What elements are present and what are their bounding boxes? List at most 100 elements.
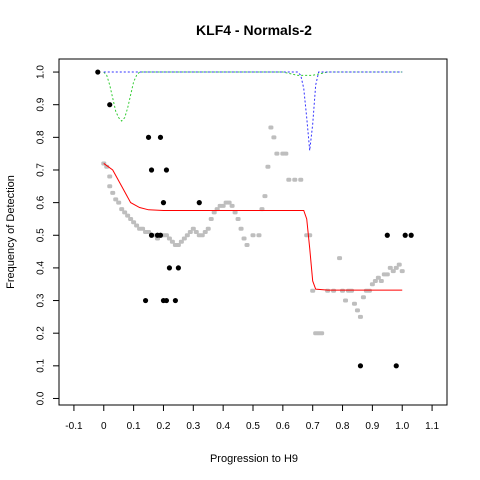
gray-data-point bbox=[202, 230, 208, 234]
gray-data-point bbox=[387, 265, 393, 270]
gray-data-point bbox=[262, 194, 268, 199]
black-data-point bbox=[142, 297, 149, 304]
x-tick-label: 1.0 bbox=[395, 421, 409, 432]
x-axis: -0.1 0 0.1 0.2 0.3 0.4 0.5 0.6 0.7 0.8 0.9 1.0 1.1 bbox=[65, 405, 439, 432]
black-data-point bbox=[160, 200, 167, 206]
gray-data-point bbox=[351, 301, 357, 306]
gray-data-point bbox=[122, 210, 128, 215]
gray-data-point bbox=[134, 223, 140, 228]
gray-data-point bbox=[348, 288, 354, 293]
y-tick-label: 0.2 bbox=[36, 326, 47, 340]
gray-data-point bbox=[238, 226, 244, 231]
black-data-point bbox=[402, 232, 408, 238]
gray-data-point bbox=[340, 288, 346, 293]
y-tick-label: 0.0 bbox=[36, 391, 47, 405]
y-tick-label: 0.8 bbox=[36, 130, 47, 144]
gray-data-point bbox=[337, 256, 343, 261]
black-data-point bbox=[157, 134, 164, 140]
gray-data-point bbox=[208, 216, 214, 221]
gray-data-point bbox=[184, 233, 190, 238]
x-tick-label: 0.4 bbox=[216, 421, 230, 432]
gray-data-point bbox=[331, 288, 337, 293]
x-tick-label: 0.1 bbox=[127, 421, 141, 432]
gray-data-point bbox=[125, 213, 131, 218]
black-data-point bbox=[166, 265, 173, 271]
gray-data-point bbox=[131, 220, 137, 225]
x-tick-label: 0.3 bbox=[186, 421, 200, 432]
gray-data-point bbox=[193, 230, 199, 234]
y-tick-label: 0.6 bbox=[36, 195, 47, 209]
gray-data-point bbox=[250, 233, 256, 238]
y-tick-label: 1.0 bbox=[36, 65, 47, 79]
gray-data-point bbox=[256, 233, 262, 238]
black-data-point bbox=[145, 134, 152, 140]
gray-data-point bbox=[319, 331, 325, 336]
gray-data-point bbox=[110, 190, 116, 195]
gray-data-point bbox=[220, 203, 226, 208]
black-data-point bbox=[107, 102, 113, 108]
y-tick-label: 0.3 bbox=[36, 293, 47, 307]
black-data-point bbox=[148, 232, 155, 238]
green-curve-line bbox=[103, 71, 403, 122]
gray-data-point bbox=[175, 243, 181, 248]
gray-data-point bbox=[169, 239, 175, 244]
gray-data-point bbox=[107, 184, 113, 189]
gray-data-point bbox=[166, 236, 172, 241]
gray-data-point bbox=[146, 230, 152, 234]
gray-data-point bbox=[232, 210, 238, 215]
gray-data-point bbox=[178, 239, 184, 244]
x-tick-label: 0.6 bbox=[276, 421, 290, 432]
gray-data-point bbox=[235, 216, 241, 221]
gray-data-point bbox=[369, 282, 375, 287]
gray-data-point bbox=[211, 210, 217, 215]
gray-data-point bbox=[286, 177, 292, 182]
gray-data-point bbox=[128, 216, 134, 221]
plot-frame bbox=[58, 58, 448, 406]
black-data-point bbox=[393, 363, 399, 369]
gray-data-point bbox=[274, 151, 280, 156]
y-tick-label: 0.5 bbox=[36, 228, 47, 242]
gray-data-point bbox=[357, 314, 363, 319]
y-tick-label: 0.7 bbox=[36, 163, 47, 177]
black-data-point bbox=[148, 167, 155, 173]
gray-data-point bbox=[107, 174, 113, 179]
gray-data-point bbox=[393, 265, 399, 270]
chart-title: KLF4 - Normals-2 bbox=[196, 22, 312, 38]
gray-data-point bbox=[119, 207, 125, 212]
x-tick-label: 0.8 bbox=[336, 421, 350, 432]
gray-data-point bbox=[378, 278, 384, 283]
gray-data-point bbox=[226, 200, 232, 205]
gray-data-point bbox=[205, 226, 211, 231]
gray-data-point bbox=[325, 288, 331, 293]
black-data-point bbox=[175, 265, 181, 271]
gray-data-point bbox=[354, 308, 360, 313]
black-data-point bbox=[172, 297, 178, 304]
gray-data-point bbox=[310, 288, 316, 293]
y-axis-label: Frequency of Detection bbox=[5, 175, 17, 289]
y-tick-label: 0.1 bbox=[36, 358, 47, 372]
gray-data-point bbox=[390, 269, 396, 274]
plot-area bbox=[95, 69, 414, 369]
gray-data-point bbox=[190, 226, 196, 231]
gray-data-point bbox=[244, 243, 250, 248]
gray-data-point bbox=[113, 197, 119, 202]
gray-data-point bbox=[366, 288, 372, 293]
gray-data-point bbox=[396, 262, 402, 267]
x-axis-label: Progression to H9 bbox=[210, 453, 298, 465]
gray-data-point bbox=[265, 164, 271, 169]
gray-data-point bbox=[181, 236, 187, 241]
gray-data-point bbox=[399, 269, 405, 274]
black-data-point bbox=[157, 232, 164, 238]
gray-data-point bbox=[292, 177, 298, 182]
red-fit-line bbox=[103, 163, 403, 291]
gray-data-point bbox=[384, 272, 390, 277]
y-tick-label: 0.9 bbox=[36, 97, 47, 111]
black-data-point bbox=[95, 69, 101, 75]
y-tick-label: 0.4 bbox=[36, 261, 47, 275]
gray-data-point bbox=[104, 164, 110, 169]
gray-data-point bbox=[298, 177, 304, 182]
y-axis: 0.0 0.1 0.2 0.3 0.4 0.5 0.6 0.7 0.8 0.9 1.0 bbox=[36, 65, 59, 405]
x-tick-label: -0.1 bbox=[65, 421, 83, 432]
gray-data-point bbox=[116, 200, 122, 205]
